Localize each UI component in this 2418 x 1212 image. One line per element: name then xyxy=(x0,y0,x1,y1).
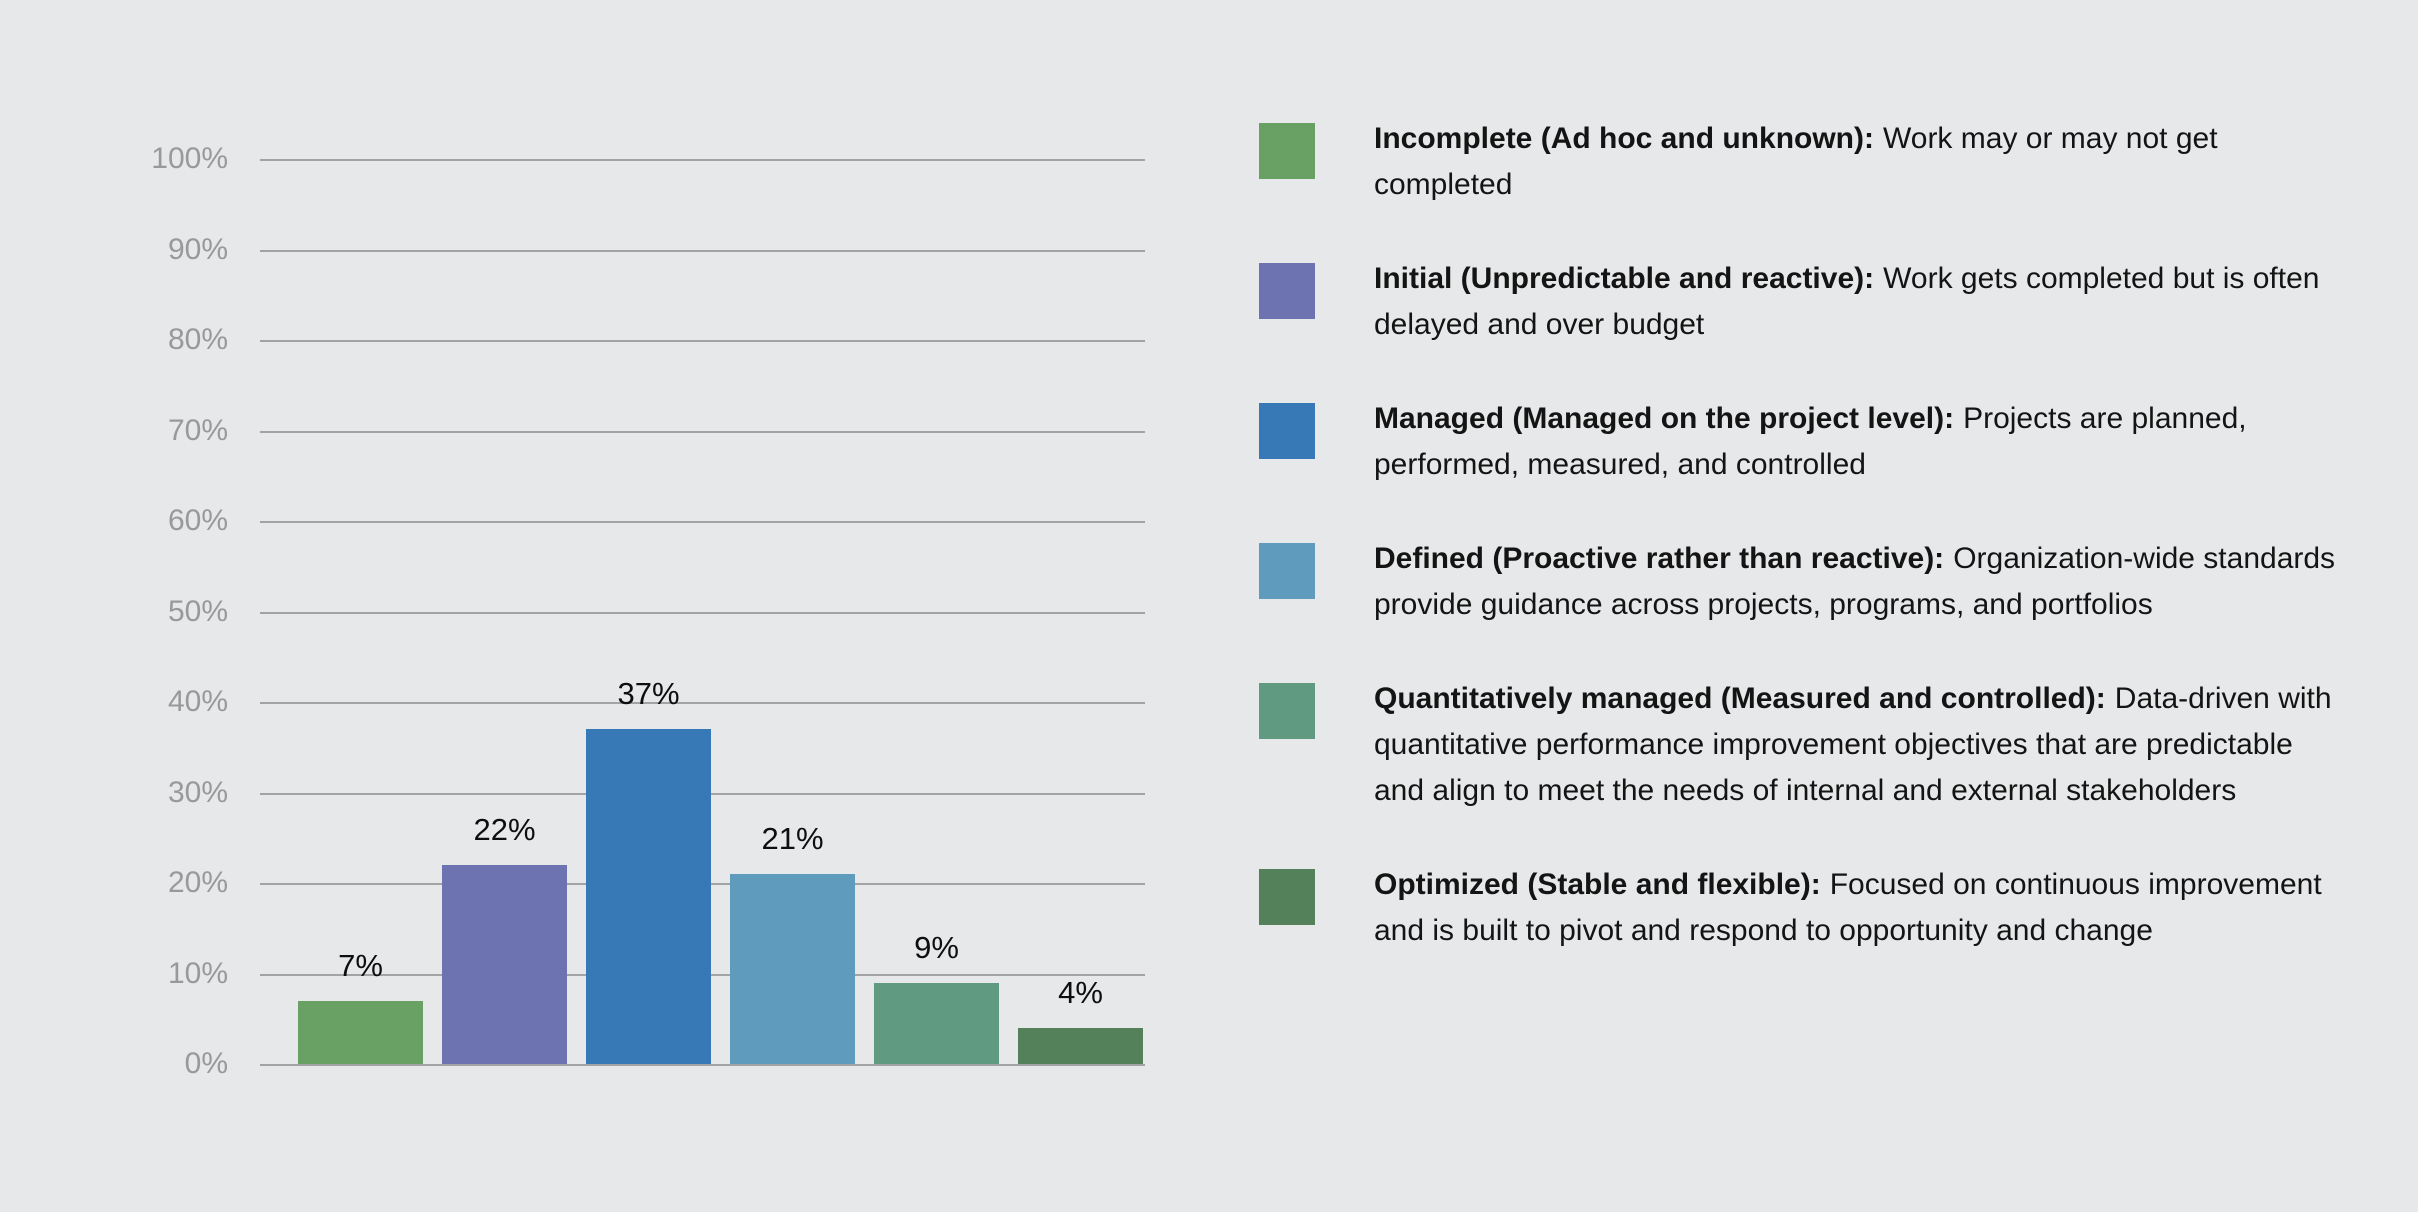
bar-chart-plot-area: 7% 22% 37% 21% 9% 4% xyxy=(260,159,1145,1066)
y-axis-tick-label: 60% xyxy=(167,504,228,537)
y-axis-tick-label: 0% xyxy=(184,1047,228,1080)
legend-description: Projects are planned, performed, measure… xyxy=(1374,402,2247,481)
bar-value-label-initial: 22% xyxy=(473,811,536,847)
gridline xyxy=(260,521,1145,523)
legend-swatch-quantitatively-managed xyxy=(1259,683,1315,739)
bar-optimized xyxy=(1018,1027,1143,1064)
legend-item-initial: Initial (Unpredictable and reactive): Wor… xyxy=(1259,256,2359,348)
legend-item-incomplete: Incomplete (Ad hoc and unknown): Work may… xyxy=(1259,116,2359,208)
legend-text: Quantitatively managed (Measured and con… xyxy=(1374,676,2349,814)
gridline xyxy=(260,249,1145,252)
legend-item-managed: Managed (Managed on the project level): P… xyxy=(1259,396,2359,488)
gridline xyxy=(260,1064,1145,1066)
y-axis-tick-label: 40% xyxy=(167,685,228,718)
legend-swatch-incomplete xyxy=(1259,123,1315,179)
legend-description: Work may or may not get completed xyxy=(1374,122,2218,201)
y-axis-tick-label: 80% xyxy=(167,323,228,356)
legend-term: Optimized (Stable and flexible): xyxy=(1374,868,1821,901)
y-axis: 100% 90% 80% 70% 60% 50% 40% 30% 20% 10% 0% xyxy=(60,142,228,1080)
bar-incomplete xyxy=(298,1000,423,1064)
bar-value-label-managed: 37% xyxy=(617,676,680,712)
bar-managed xyxy=(586,729,711,1064)
gridline xyxy=(260,159,1145,161)
legend-swatch-defined xyxy=(1259,543,1315,599)
legend-swatch-managed xyxy=(1259,403,1315,459)
y-axis-tick-label: 30% xyxy=(167,775,228,809)
legend-description: Data-driven with quantitative performanc… xyxy=(1374,682,2332,807)
bar-initial xyxy=(442,864,567,1064)
legend-description: Organization-wide standards provide guid… xyxy=(1374,542,2336,621)
legend-text: Initial (Unpredictable and reactive): Wor… xyxy=(1374,256,2349,348)
bar-defined xyxy=(730,873,855,1064)
legend-text: Defined (Proactive rather than reactive)… xyxy=(1374,536,2349,628)
y-axis-tick-label: 90% xyxy=(167,232,228,266)
legend-term: Initial (Unpredictable and reactive): xyxy=(1374,262,1875,295)
y-axis-tick-label: 20% xyxy=(167,866,228,899)
legend-term: Incomplete (Ad hoc and unknown): xyxy=(1374,122,1874,155)
y-axis-tick-label: 50% xyxy=(167,594,228,628)
legend-item-quantitatively-managed: Quantitatively managed (Measured and con… xyxy=(1259,676,2359,814)
legend-swatch-optimized xyxy=(1259,869,1315,925)
bar-quantitatively-managed xyxy=(874,982,999,1064)
bar-value-label-optimized: 4% xyxy=(1058,974,1103,1010)
legend-item-optimized: Optimized (Stable and flexible): Focused … xyxy=(1259,862,2359,954)
bar-value-label-defined: 21% xyxy=(761,820,824,856)
bar-value-label-quantitatively-managed: 9% xyxy=(914,929,959,965)
y-axis-tick-label: 70% xyxy=(167,413,228,447)
legend-text: Incomplete (Ad hoc and unknown): Work may… xyxy=(1374,116,2349,208)
y-axis-tick-label: 10% xyxy=(167,956,228,990)
gridline xyxy=(260,702,1145,704)
legend-description: Work gets completed but is often delayed… xyxy=(1374,262,2320,341)
legend-term: Defined (Proactive rather than reactive)… xyxy=(1374,542,1945,575)
legend-text: Managed (Managed on the project level): P… xyxy=(1374,396,2349,488)
legend-item-defined: Defined (Proactive rather than reactive)… xyxy=(1259,536,2359,628)
legend-term: Quantitatively managed (Measured and con… xyxy=(1374,682,2106,715)
gridline xyxy=(260,430,1145,433)
legend-description: Focused on continuous improvement and is… xyxy=(1374,868,2322,947)
legend-swatch-initial xyxy=(1259,263,1315,319)
bar-value-label-incomplete: 7% xyxy=(338,947,383,983)
gridline xyxy=(260,611,1145,614)
y-axis-tick-label: 100% xyxy=(151,142,228,175)
gridline xyxy=(260,340,1145,342)
legend: Incomplete (Ad hoc and unknown): Work may… xyxy=(1259,116,2359,1002)
legend-term: Managed (Managed on the project level): xyxy=(1374,402,1955,435)
legend-text: Optimized (Stable and flexible): Focused … xyxy=(1374,862,2349,954)
